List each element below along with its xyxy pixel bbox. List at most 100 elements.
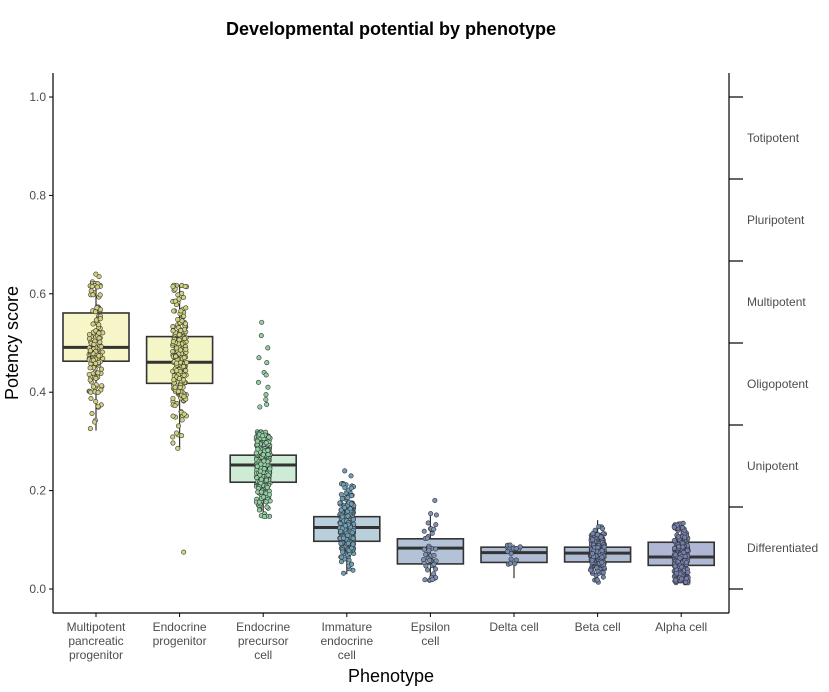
data-point [91, 341, 97, 347]
data-point [181, 313, 187, 319]
data-point [89, 284, 95, 290]
data-point [95, 389, 101, 395]
category-label-line: Delta cell [489, 620, 538, 634]
data-point [266, 492, 272, 498]
data-point [594, 577, 600, 583]
data-point [258, 476, 264, 482]
data-point [685, 569, 691, 575]
box-group [145, 282, 214, 555]
data-point [261, 466, 267, 472]
y-tick-label: 0.6 [29, 287, 46, 301]
data-point [672, 552, 678, 558]
box-group [563, 520, 632, 585]
data-point [86, 371, 92, 377]
data-point [671, 524, 677, 530]
y-tick-label: 0.2 [29, 484, 46, 498]
outlier-point [265, 384, 271, 390]
data-point [175, 388, 181, 394]
category-label: Epsilon cell [411, 620, 450, 648]
data-point [258, 461, 264, 467]
data-point [183, 321, 189, 327]
data-point [171, 377, 177, 383]
data-point [95, 403, 101, 409]
data-point [93, 361, 99, 367]
data-point [256, 499, 262, 505]
data-point [338, 529, 344, 535]
potency-level-label: Multipotent [747, 295, 806, 309]
data-point [428, 511, 434, 517]
data-point [181, 355, 187, 361]
data-point [341, 570, 347, 576]
data-point [254, 475, 260, 481]
data-point [171, 308, 177, 314]
category-label: Endocrine precursor cell [236, 620, 290, 662]
data-point [261, 458, 267, 464]
data-point [601, 544, 607, 550]
data-point [96, 322, 102, 328]
data-point [179, 417, 185, 423]
data-point [348, 485, 354, 491]
y-axis-ticks: 0.0 0.2 0.4 0.6 0.8 1.0 [29, 90, 53, 596]
data-point [678, 564, 684, 570]
data-point [96, 353, 102, 359]
data-point [680, 520, 686, 526]
data-point [338, 559, 344, 565]
data-point [89, 411, 95, 417]
data-point [508, 560, 514, 566]
data-point [93, 398, 99, 404]
data-point [508, 551, 514, 557]
data-point [422, 577, 428, 583]
data-point [174, 360, 180, 366]
category-label-line: pancreatic [68, 634, 123, 648]
data-point [177, 347, 183, 353]
data-point [600, 570, 606, 576]
data-point [596, 524, 602, 530]
data-point [684, 575, 690, 581]
potency-level-label: Differentiated [747, 541, 818, 555]
data-point [431, 552, 437, 558]
data-point [98, 344, 104, 350]
category-label-line: Endocrine [236, 620, 290, 634]
category-label-line: precursor [238, 634, 289, 648]
data-point [343, 523, 349, 529]
data-point [255, 446, 261, 452]
data-point [179, 290, 185, 296]
data-point [181, 411, 187, 417]
outlier-point [96, 274, 102, 280]
data-point [264, 504, 270, 510]
data-point [337, 500, 343, 506]
data-point [682, 534, 688, 540]
box-group [396, 497, 465, 583]
outlier-point [181, 549, 187, 555]
data-point [90, 292, 96, 298]
y-tick-label: 1.0 [29, 90, 46, 104]
data-point [176, 332, 182, 338]
data-point [180, 294, 186, 300]
data-point [338, 492, 344, 498]
data-point [87, 377, 93, 383]
data-point [433, 522, 439, 528]
category-label-line: Endocrine [153, 620, 207, 634]
data-point [182, 283, 188, 289]
data-point [349, 561, 355, 567]
data-point [421, 546, 427, 552]
outlier-point [255, 379, 261, 385]
category-label-line: Multipotent [67, 620, 126, 634]
data-point [433, 512, 439, 518]
data-point [263, 477, 269, 483]
category-label-line: Immature [321, 620, 372, 634]
data-point [174, 430, 180, 436]
data-point [175, 316, 181, 322]
outlier-point [264, 360, 270, 366]
data-point [671, 545, 677, 551]
data-point [431, 571, 437, 577]
data-point [433, 566, 439, 572]
data-point [183, 346, 189, 352]
data-point [88, 396, 94, 402]
data-point [338, 540, 344, 546]
outlier-point [348, 473, 354, 479]
data-point [177, 384, 183, 390]
outlier-point [259, 319, 265, 325]
data-point [175, 445, 181, 451]
outlier-point [93, 271, 99, 277]
